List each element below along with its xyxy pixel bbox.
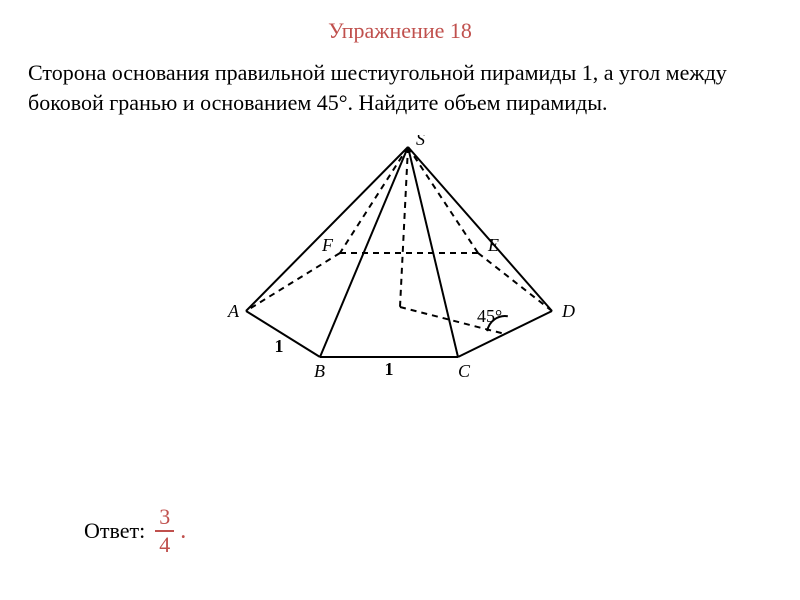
answer-fraction: 3 4 [155, 506, 174, 556]
fraction-denominator: 4 [155, 532, 174, 556]
svg-text:E: E [487, 235, 499, 255]
problem-text: Сторона основания правильной шестиугольн… [28, 60, 727, 115]
svg-text:F: F [321, 235, 334, 255]
svg-text:S: S [416, 135, 425, 149]
svg-text:A: A [227, 301, 240, 321]
svg-text:45°: 45° [477, 306, 502, 326]
pyramid-svg: S A B C D E F 45° 1 1 [180, 135, 620, 385]
svg-text:1: 1 [385, 359, 394, 379]
pyramid-diagram: S A B C D E F 45° 1 1 [0, 135, 800, 390]
svg-text:B: B [314, 361, 325, 381]
problem-statement: Сторона основания правильной шестиугольн… [0, 44, 800, 117]
answer-period: . [180, 518, 186, 545]
svg-text:D: D [561, 301, 575, 321]
svg-text:1: 1 [275, 336, 284, 356]
answer-label: Ответ: [84, 518, 145, 544]
answer-row: Ответ: 3 4 . [84, 506, 186, 556]
svg-text:C: C [458, 361, 471, 381]
exercise-title: Упражнение 18 [0, 0, 800, 44]
title-text: Упражнение 18 [328, 18, 472, 43]
fraction-numerator: 3 [155, 506, 174, 530]
